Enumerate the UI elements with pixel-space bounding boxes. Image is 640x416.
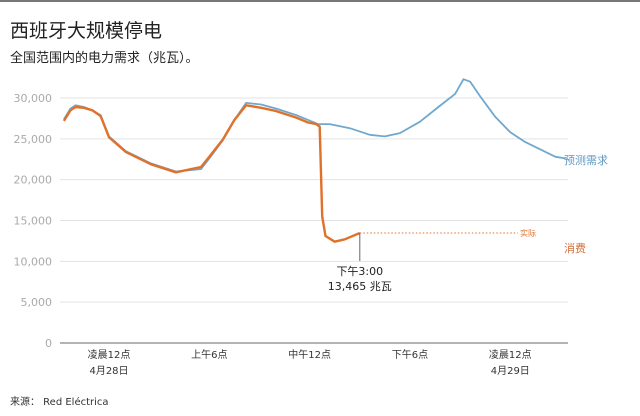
y-tick-label: 0 — [45, 337, 52, 350]
x-tick-label: 上午6点 — [191, 348, 227, 361]
source-note: 来源： Red Eléctrica — [10, 397, 109, 408]
annotation-time: 下午3:00 — [336, 265, 383, 278]
chart-subtitle: 全国范围内的电力需求（兆瓦）。 — [10, 51, 199, 66]
x-tick-label: 凌晨12点 — [489, 348, 532, 361]
legend-forecast: 预测需求 — [564, 154, 608, 167]
actual-line-label: 实际 — [520, 228, 536, 238]
y-tick-label: 25,000 — [14, 133, 53, 146]
x-tick-label: 凌晨12点 — [88, 348, 131, 361]
y-tick-label: 10,000 — [14, 255, 53, 268]
y-tick-label: 30,000 — [14, 92, 53, 105]
x-tick-label: 中午12点 — [288, 348, 331, 361]
x-tick-date: 4月28日 — [89, 365, 128, 377]
chart-title: 西班牙大规模停电 — [10, 20, 163, 42]
series-line-actual — [62, 104, 361, 243]
x-tick-label: 下午6点 — [392, 348, 428, 361]
y-tick-label: 15,000 — [14, 215, 53, 228]
legend-actual: 消费 — [564, 241, 586, 255]
y-tick-label: 5,000 — [21, 296, 53, 309]
y-tick-label: 20,000 — [14, 174, 53, 187]
annotation-value: 13,465 兆瓦 — [328, 280, 392, 293]
x-tick-date: 4月29日 — [491, 365, 530, 377]
